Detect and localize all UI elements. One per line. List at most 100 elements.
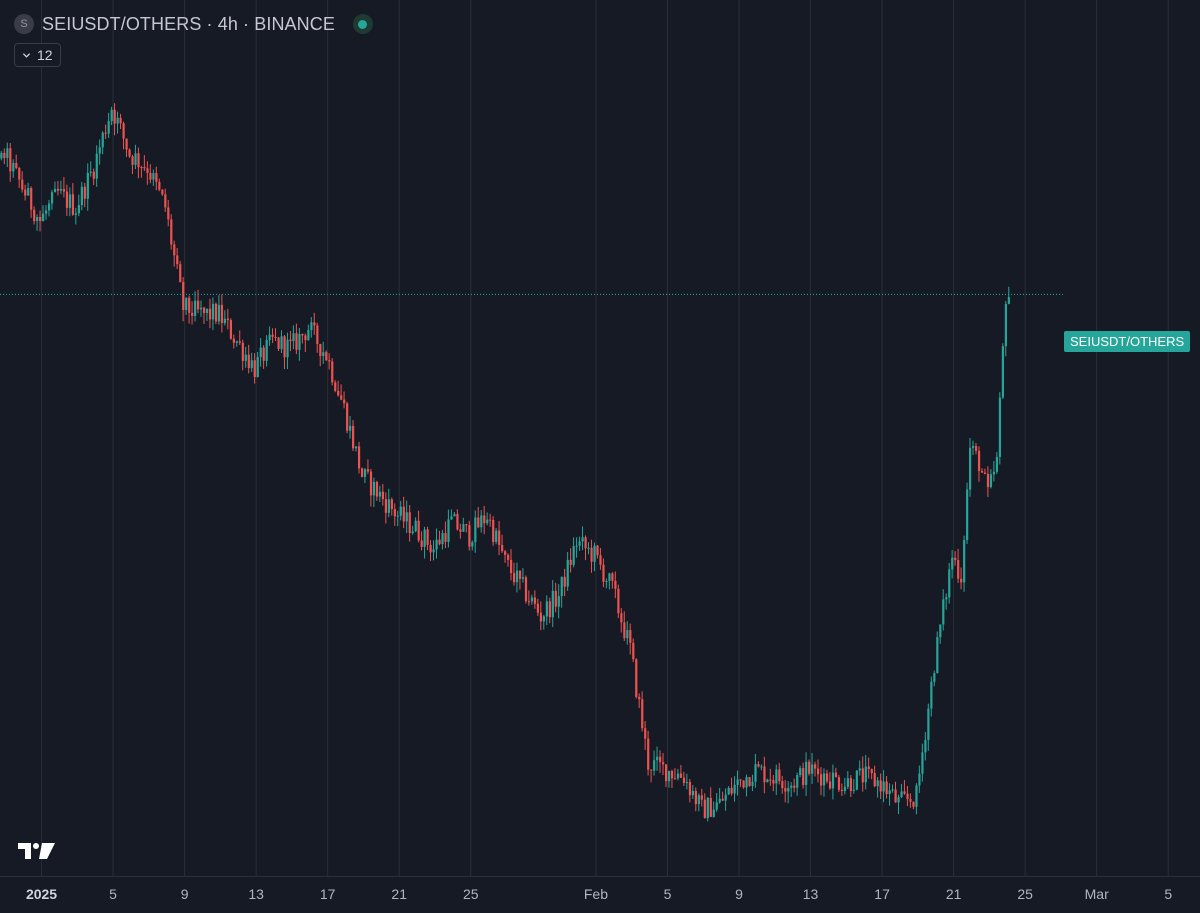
- candle-down: [563, 576, 566, 587]
- candle-down: [569, 559, 572, 565]
- candle-down: [623, 622, 626, 639]
- candle-up: [724, 794, 727, 801]
- time-axis-tick-label: 17: [319, 886, 336, 902]
- candle-down: [295, 333, 298, 350]
- candle-down: [828, 781, 832, 789]
- candle-up: [363, 469, 367, 477]
- candle-up: [1007, 297, 1010, 304]
- candle-up: [441, 533, 444, 545]
- candle-up: [286, 339, 289, 358]
- candle-down: [894, 789, 897, 803]
- candle-up: [587, 547, 590, 549]
- candle-down: [611, 573, 614, 581]
- indicators-toggle-button[interactable]: 12: [14, 43, 61, 67]
- candle-up: [575, 545, 578, 547]
- candle-up: [1001, 346, 1005, 398]
- chevron-down-icon: [22, 52, 31, 58]
- candle-down: [694, 790, 697, 805]
- candle-down: [277, 337, 280, 350]
- candle-up: [12, 163, 15, 172]
- candle-down: [158, 181, 161, 190]
- candle-down: [173, 244, 176, 256]
- candle-up: [98, 147, 101, 154]
- candle-up: [605, 580, 608, 582]
- candle-down: [143, 167, 146, 169]
- candle-down: [539, 612, 542, 622]
- candle-up: [47, 203, 51, 211]
- candle-down: [113, 109, 116, 124]
- candle-down: [817, 768, 820, 775]
- candle-down: [644, 728, 647, 739]
- candle-up: [89, 171, 92, 173]
- candle-up: [185, 297, 188, 311]
- candle-down: [620, 613, 623, 623]
- candle-up: [939, 624, 942, 638]
- candle-up: [256, 357, 259, 377]
- candle-up: [855, 770, 858, 790]
- candle-down: [527, 601, 531, 603]
- candle-up: [486, 519, 489, 524]
- candle-down: [253, 360, 256, 377]
- candle-down: [438, 539, 441, 545]
- candle-up: [86, 172, 89, 199]
- candle-down: [381, 491, 385, 500]
- candle-down: [507, 554, 510, 560]
- candle-down: [509, 559, 513, 574]
- candle-up: [223, 318, 227, 324]
- candle-down: [957, 560, 960, 579]
- candle-down: [313, 322, 316, 326]
- candle-up: [667, 771, 671, 782]
- candle-down: [357, 446, 361, 469]
- candle-down: [229, 320, 233, 339]
- candle-down: [739, 779, 742, 781]
- candle-down: [104, 132, 107, 134]
- market-status-indicator[interactable]: [352, 14, 373, 34]
- time-axis-tick-label: 13: [248, 886, 264, 902]
- time-axis-tick-label: Feb: [583, 886, 608, 902]
- candle-up: [969, 447, 972, 490]
- candle-up: [453, 513, 456, 517]
- candle-down: [679, 773, 683, 778]
- tradingview-logo-icon[interactable]: [18, 840, 56, 862]
- candle-down: [182, 281, 185, 311]
- candle-down: [974, 446, 978, 451]
- candle-up: [372, 481, 376, 496]
- time-scale-divider: [0, 876, 1200, 877]
- candle-down: [402, 506, 405, 522]
- candle-down: [232, 338, 235, 343]
- candle-up: [110, 109, 113, 122]
- candle-down: [384, 499, 388, 513]
- candle-down: [492, 520, 495, 543]
- candle-up: [265, 340, 268, 361]
- candle-down: [682, 777, 686, 783]
- candle-down: [408, 512, 411, 534]
- candle-down: [459, 529, 462, 532]
- candle-up: [211, 303, 215, 320]
- candle-up: [736, 779, 739, 785]
- candle-down: [885, 781, 888, 794]
- candle-up: [945, 597, 948, 600]
- candle-down: [659, 756, 662, 763]
- candle-up: [27, 187, 30, 196]
- symbol-title[interactable]: SEIUSDT/OTHERS · 4h · BINANCE: [42, 13, 335, 34]
- candle-down: [477, 517, 480, 528]
- candle-down: [283, 336, 286, 358]
- candle-up: [495, 530, 498, 543]
- candle-down: [977, 450, 981, 471]
- candle-down: [700, 795, 703, 800]
- candle-up: [685, 782, 689, 784]
- candle-up: [733, 784, 736, 794]
- candle-down: [328, 360, 331, 362]
- candle-up: [831, 772, 835, 789]
- candle-down: [325, 352, 328, 361]
- candle-up: [310, 322, 313, 331]
- candle-down: [742, 780, 745, 788]
- candle-up: [787, 787, 790, 792]
- candle-down: [834, 772, 838, 778]
- candle-up: [822, 773, 826, 786]
- candle-up: [998, 397, 1002, 457]
- symbol-logo-icon[interactable]: S: [14, 14, 34, 34]
- candle-up: [235, 341, 238, 343]
